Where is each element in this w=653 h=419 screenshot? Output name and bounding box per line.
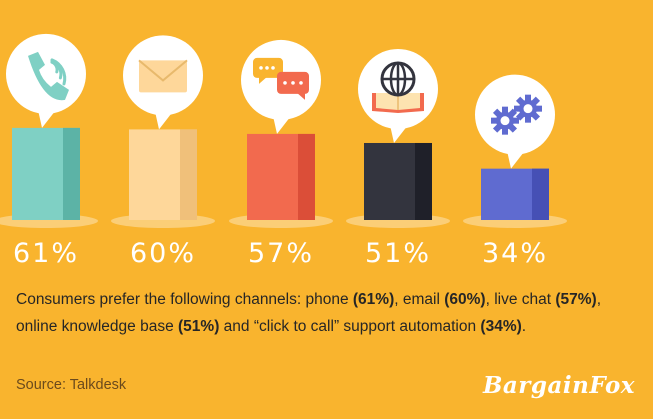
- bar-group-4: [346, 48, 450, 228]
- caption-chat-text: , live chat: [485, 291, 556, 308]
- bar-shade: [415, 142, 432, 220]
- bar-group-5: [463, 74, 567, 228]
- data-label: 34%: [481, 238, 548, 269]
- chart-caption: Consumers prefer the following channels:…: [16, 286, 636, 340]
- caption-kb-text: , online knowledge base: [16, 291, 602, 335]
- source-label: Source: Talkdesk: [16, 377, 127, 393]
- caption-intro: Consumers prefer the following channels:…: [16, 291, 353, 308]
- bar-group-1: [0, 33, 98, 228]
- caption-ctc-pct: (34%): [480, 318, 522, 335]
- chat-bubbles-icon: [253, 57, 309, 100]
- caption-ctc-text: and “click to call” support automation: [219, 318, 481, 335]
- bar-group-2: [111, 35, 215, 228]
- caption-email-pct: (60%): [444, 291, 486, 308]
- bar-shade: [180, 129, 197, 220]
- caption-chat-pct: (57%): [555, 291, 597, 308]
- data-label: 60%: [129, 238, 196, 269]
- speech-bubble: [6, 33, 86, 128]
- caption-email-text: , email: [394, 291, 445, 308]
- data-label: 61%: [12, 238, 79, 269]
- data-label: 57%: [247, 238, 314, 269]
- bar-shade: [63, 127, 80, 220]
- bar-group-3: [229, 39, 333, 228]
- data-label: 51%: [364, 238, 431, 269]
- brand-logo: BargainFox: [482, 372, 635, 399]
- envelope-icon: [138, 59, 188, 93]
- caption-kb-pct: (51%): [178, 318, 220, 335]
- bar-shade: [298, 133, 315, 220]
- globe-book-icon: [372, 61, 424, 113]
- bar-shade: [532, 168, 549, 220]
- phone-icon: [28, 51, 69, 101]
- caption-phone-pct: (61%): [352, 291, 395, 308]
- caption-end: .: [521, 318, 527, 335]
